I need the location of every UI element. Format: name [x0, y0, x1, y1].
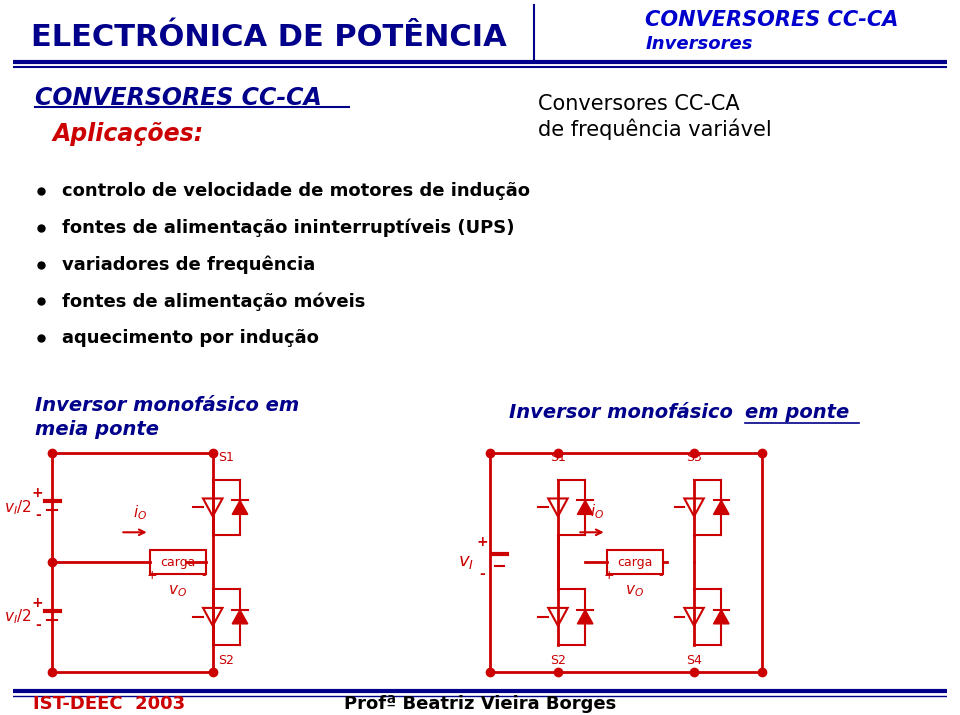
Text: $v_O$: $v_O$	[625, 583, 644, 598]
Text: meia ponte: meia ponte	[35, 420, 158, 439]
Text: S2: S2	[219, 654, 234, 666]
Text: de frequência variável: de frequência variável	[539, 119, 772, 140]
Text: carga: carga	[617, 556, 653, 568]
Polygon shape	[232, 610, 248, 623]
Text: S4: S4	[686, 654, 702, 666]
Text: Profª Beatriz Vieira Borges: Profª Beatriz Vieira Borges	[344, 696, 616, 714]
Text: fontes de alimentação ininterruptíveis (UPS): fontes de alimentação ininterruptíveis (…	[62, 219, 515, 237]
Polygon shape	[713, 610, 729, 623]
Text: Conversores CC-CA: Conversores CC-CA	[539, 94, 740, 114]
Text: carga: carga	[160, 556, 196, 568]
Text: variadores de frequência: variadores de frequência	[62, 255, 315, 274]
Bar	[150, 551, 206, 574]
Text: +: +	[32, 486, 43, 500]
Text: S2: S2	[550, 654, 565, 666]
Text: $v_I$: $v_I$	[458, 553, 474, 571]
Text: +: +	[476, 536, 488, 549]
Text: $v_I/2$: $v_I/2$	[4, 498, 31, 517]
Text: Inversores: Inversores	[645, 35, 753, 53]
Text: CONVERSORES CC-CA: CONVERSORES CC-CA	[35, 86, 322, 109]
Polygon shape	[577, 610, 593, 623]
Text: Inversor monofásico: Inversor monofásico	[510, 403, 740, 423]
Text: CONVERSORES CC-CA: CONVERSORES CC-CA	[645, 10, 899, 30]
Bar	[607, 551, 663, 574]
Text: $v_I/2$: $v_I/2$	[4, 608, 31, 626]
Text: Inversor monofásico em: Inversor monofásico em	[35, 396, 300, 415]
Text: -: -	[659, 569, 663, 582]
Text: S1: S1	[219, 450, 234, 463]
Text: $i_O$: $i_O$	[132, 503, 147, 522]
Text: ELECTRÓNICA DE POTÊNCIA: ELECTRÓNICA DE POTÊNCIA	[31, 24, 507, 52]
Text: em ponte: em ponte	[745, 403, 849, 423]
Text: IST-DEEC  2003: IST-DEEC 2003	[33, 696, 185, 714]
Text: fontes de alimentação móveis: fontes de alimentação móveis	[62, 292, 366, 311]
Text: -: -	[35, 508, 40, 523]
Text: aquecimento por indução: aquecimento por indução	[62, 330, 319, 347]
Text: S3: S3	[686, 450, 702, 463]
Text: +: +	[32, 596, 43, 610]
Text: $i_O$: $i_O$	[589, 503, 604, 521]
Text: +: +	[146, 569, 156, 582]
Text: Aplicações:: Aplicações:	[53, 122, 204, 147]
Text: -: -	[202, 569, 206, 582]
Polygon shape	[713, 500, 729, 514]
Text: S1: S1	[550, 450, 565, 463]
Polygon shape	[232, 500, 248, 514]
Text: controlo de velocidade de motores de indução: controlo de velocidade de motores de ind…	[62, 182, 530, 200]
Text: -: -	[479, 567, 485, 581]
Text: +: +	[603, 569, 613, 582]
Polygon shape	[577, 500, 593, 514]
Text: -: -	[35, 618, 40, 632]
Text: $v_O$: $v_O$	[168, 583, 187, 598]
